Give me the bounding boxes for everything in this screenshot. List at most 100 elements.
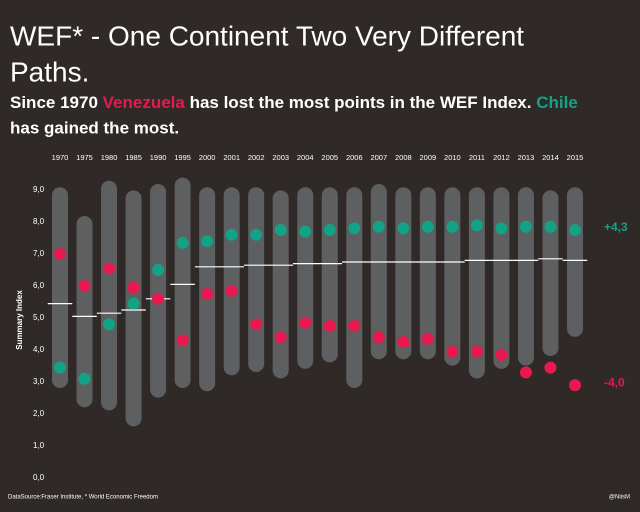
- y-axis-title: Summary Index: [15, 290, 24, 350]
- country-dot: [103, 318, 116, 331]
- country-dot: [274, 224, 287, 236]
- x-tick-label: 2010: [444, 153, 461, 162]
- country-dot: [152, 264, 165, 276]
- y-tick-label: 2,0: [33, 409, 45, 418]
- country-dot: [495, 348, 508, 361]
- country-spread: [346, 187, 363, 388]
- country-dot: [274, 331, 287, 344]
- country-spread: [272, 190, 289, 379]
- country-spread: [248, 187, 265, 372]
- country-dot: [323, 320, 336, 332]
- country-dot: [323, 224, 336, 236]
- title: Paths.: [10, 56, 89, 87]
- country-spread: [297, 187, 314, 369]
- country-spread: [517, 187, 534, 366]
- country-spread: [444, 187, 461, 366]
- subtitle-text: Since 1970: [10, 93, 103, 112]
- country-dot: [299, 316, 312, 329]
- country-dot: [470, 219, 483, 232]
- country-dot: [372, 331, 385, 344]
- country-dot: [225, 228, 238, 241]
- y-tick-label: 5,0: [33, 313, 45, 322]
- country-dot: [176, 334, 189, 347]
- country-spread: [321, 187, 338, 363]
- country-spread: [542, 190, 559, 356]
- country-dot: [225, 284, 238, 297]
- country-dot: [78, 280, 91, 292]
- subtitle-highlight: Venezuela: [103, 93, 186, 112]
- country-dot: [470, 345, 483, 358]
- country-dot: [421, 220, 434, 233]
- y-tick-label: 3,0: [33, 377, 45, 386]
- country-spread: [76, 216, 93, 408]
- end-label: -4,0: [604, 375, 625, 389]
- country-dot: [372, 220, 385, 233]
- y-tick-label: 0,0: [33, 473, 45, 482]
- title: WEF* - One Continent Two Very Different: [10, 20, 524, 51]
- x-tick-label: 2009: [420, 153, 437, 162]
- x-tick-label: 2005: [321, 153, 338, 162]
- country-spread: [468, 187, 485, 379]
- country-dot: [397, 336, 410, 348]
- country-dot: [54, 248, 66, 260]
- x-tick-label: 2015: [567, 153, 584, 162]
- country-spread: [567, 187, 583, 337]
- x-tick-label: 2002: [248, 153, 265, 162]
- y-tick-label: 6,0: [33, 281, 45, 290]
- country-dot: [176, 236, 189, 249]
- country-spread: [174, 177, 191, 388]
- country-dot: [544, 220, 557, 233]
- country-dot: [127, 281, 140, 294]
- country-dot: [78, 372, 91, 385]
- x-tick-label: 2003: [272, 153, 289, 162]
- country-dot: [569, 224, 581, 236]
- country-spread: [52, 187, 68, 388]
- country-dot: [348, 320, 361, 332]
- x-tick-label: 1970: [52, 153, 69, 162]
- y-tick-label: 7,0: [33, 249, 45, 258]
- y-tick-label: 9,0: [33, 185, 45, 194]
- x-tick-label: 2006: [346, 153, 363, 162]
- x-tick-label: 2001: [223, 153, 240, 162]
- country-dot: [201, 235, 214, 248]
- country-spread: [101, 180, 118, 411]
- country-dot: [127, 297, 140, 310]
- y-tick-label: 1,0: [33, 441, 45, 450]
- subtitle-text: has lost the most points in the WEF Inde…: [185, 93, 536, 112]
- subtitle: Since 1970 Venezuela has lost the most p…: [10, 93, 578, 112]
- country-dot: [103, 262, 116, 275]
- country-dot: [421, 332, 434, 345]
- x-tick-label: 1975: [76, 153, 93, 162]
- x-tick-label: 2011: [469, 153, 485, 162]
- country-dot: [495, 222, 508, 235]
- country-dot: [201, 288, 214, 300]
- country-dot: [446, 345, 459, 358]
- country-dot: [519, 366, 532, 379]
- footer: @NiisM: [609, 495, 630, 501]
- country-dot: [348, 222, 361, 235]
- country-dot: [250, 228, 263, 241]
- x-tick-label: 1990: [150, 153, 167, 162]
- x-tick-label: 2012: [493, 153, 510, 162]
- country-dot: [569, 379, 581, 392]
- subtitle: has gained the most.: [10, 118, 179, 137]
- x-tick-label: 1985: [125, 153, 142, 162]
- country-dot: [397, 222, 410, 235]
- country-dot: [544, 361, 557, 374]
- y-tick-label: 8,0: [33, 217, 45, 226]
- country-dot: [519, 220, 532, 233]
- subtitle-highlight: Chile: [536, 93, 578, 112]
- country-spread: [395, 187, 412, 360]
- x-tick-label: 2007: [370, 153, 387, 162]
- x-tick-label: 2000: [199, 153, 216, 162]
- x-tick-label: 1980: [101, 153, 118, 162]
- x-tick-label: 2013: [518, 153, 535, 162]
- country-dot: [54, 361, 66, 374]
- footer: DataSource:Fraser Institute, * World Eco…: [8, 495, 158, 501]
- country-spread: [493, 187, 510, 369]
- x-tick-label: 2014: [542, 153, 559, 162]
- country-dot: [446, 220, 459, 233]
- country-dot: [299, 225, 312, 238]
- country-dot: [152, 292, 165, 305]
